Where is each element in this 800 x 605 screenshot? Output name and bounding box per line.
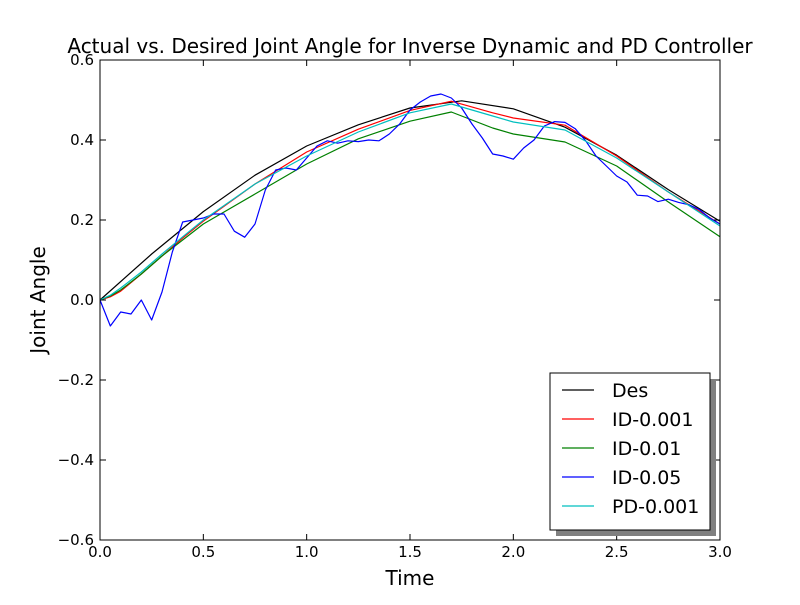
x-tick-label: 2.5 xyxy=(605,543,629,561)
x-axis-title: Time xyxy=(385,566,435,590)
legend-box xyxy=(549,372,711,531)
y-tick-label: −0.6 xyxy=(58,531,94,549)
legend-label: ID-0.05 xyxy=(612,467,681,489)
legend-label: Des xyxy=(612,380,648,402)
series-line-4 xyxy=(99,103,721,301)
legend-label: ID-0.01 xyxy=(612,438,681,460)
x-tick-label: 1.5 xyxy=(398,543,422,561)
y-tick-label: 0.2 xyxy=(70,211,94,229)
y-tick-label: −0.4 xyxy=(58,451,94,469)
y-axis: −0.6 −0.4 −0.2 0.0 0.2 0.4 0.6 xyxy=(58,51,720,549)
series-line-3 xyxy=(99,93,721,327)
legend-label: ID-0.001 xyxy=(612,409,693,431)
series-line-2 xyxy=(99,111,721,301)
y-tick-label: 0.4 xyxy=(70,131,94,149)
x-tick-label: 1.0 xyxy=(295,543,319,561)
x-axis: 0.0 0.5 1.0 1.5 2.0 2.5 3.0 xyxy=(88,60,732,561)
chart-title: Actual vs. Desired Joint Angle for Inver… xyxy=(67,34,753,58)
series-line-0 xyxy=(99,100,721,301)
y-axis-title: Joint Angle xyxy=(26,246,50,355)
y-tick-label: −0.2 xyxy=(58,371,94,389)
legend-label: PD-0.001 xyxy=(612,496,699,518)
x-tick-label: 3.0 xyxy=(708,543,732,561)
x-tick-label: 0.5 xyxy=(191,543,215,561)
y-tick-label: 0.0 xyxy=(70,291,94,309)
x-tick-label: 0.0 xyxy=(88,543,112,561)
series-group xyxy=(99,93,721,327)
legend: Des ID-0.001 ID-0.01 ID-0.05 PD-0.001 xyxy=(549,372,716,536)
y-tick-label: 0.6 xyxy=(70,51,94,69)
x-tick-label: 2.0 xyxy=(501,543,525,561)
